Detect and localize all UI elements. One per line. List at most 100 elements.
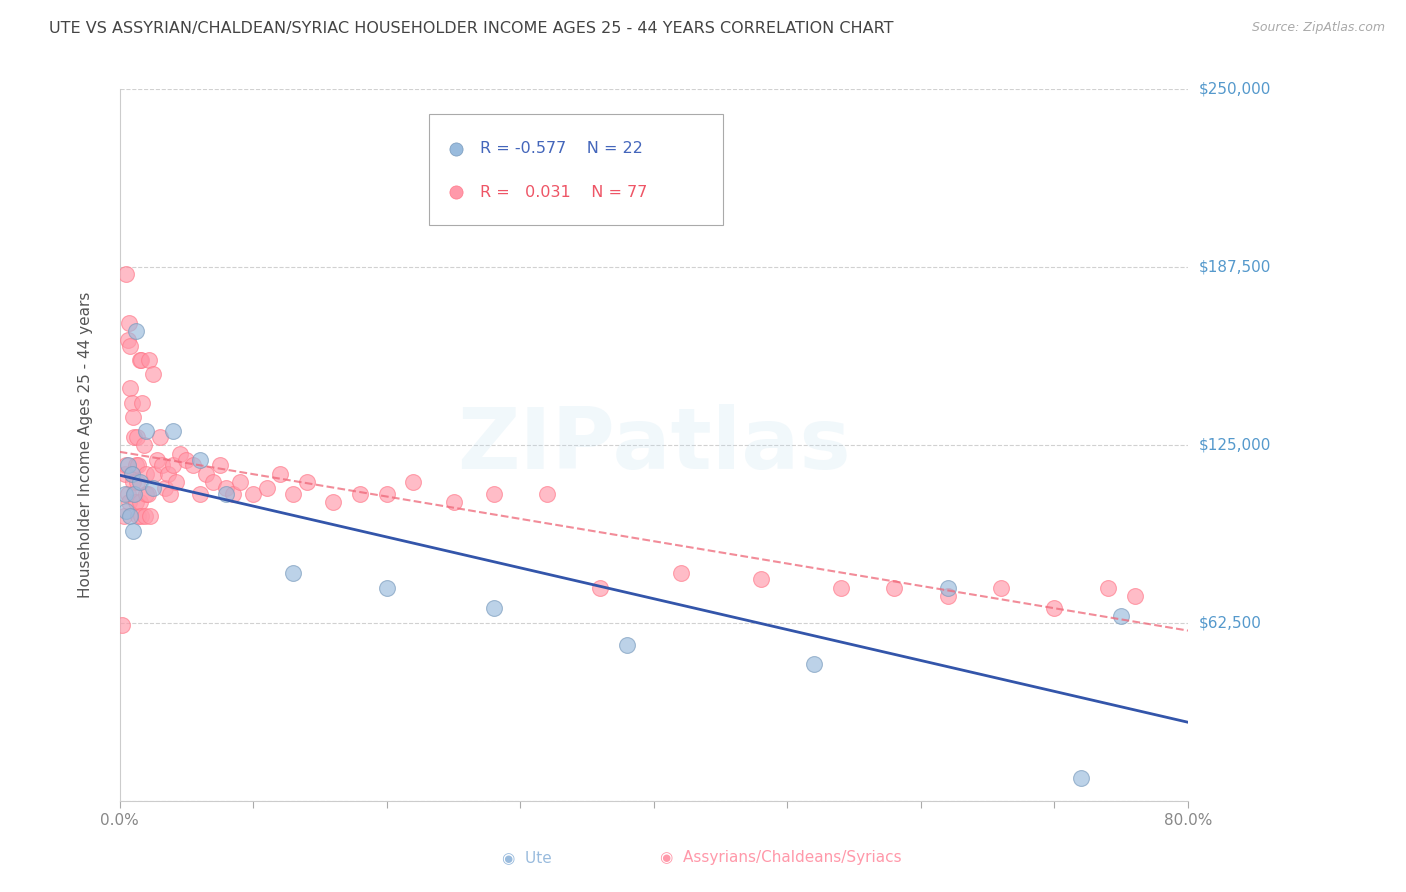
Point — [135, 486, 157, 500]
Point — [162, 458, 184, 473]
Point — [349, 486, 371, 500]
Point — [482, 600, 505, 615]
Point — [616, 638, 638, 652]
Point — [215, 481, 238, 495]
Text: Source: ZipAtlas.com: Source: ZipAtlas.com — [1251, 21, 1385, 34]
Point — [135, 424, 157, 438]
Point — [283, 566, 305, 581]
Point — [120, 338, 142, 352]
Point — [153, 481, 176, 495]
Text: R = -0.577    N = 22: R = -0.577 N = 22 — [479, 141, 643, 156]
Point — [115, 268, 138, 282]
Point — [283, 486, 305, 500]
Point — [169, 447, 191, 461]
Point — [136, 486, 159, 500]
Point — [128, 495, 150, 509]
Point — [128, 475, 150, 490]
Point — [165, 475, 187, 490]
Text: ◉  Assyrians/Chaldeans/Syriacs: ◉ Assyrians/Chaldeans/Syriacs — [659, 850, 901, 865]
Point — [269, 467, 291, 481]
Point — [1109, 609, 1132, 624]
Point — [159, 486, 181, 500]
Point — [114, 486, 136, 500]
Point — [127, 458, 149, 473]
Point — [115, 458, 138, 473]
Point — [114, 467, 136, 481]
Point — [132, 438, 155, 452]
Point — [143, 467, 166, 481]
Point — [402, 475, 425, 490]
Point — [122, 409, 145, 424]
Point — [118, 316, 141, 330]
Point — [375, 581, 398, 595]
Point — [134, 509, 156, 524]
Point — [1070, 772, 1092, 786]
Point — [222, 486, 245, 500]
Point — [125, 475, 148, 490]
Point — [146, 452, 169, 467]
Point — [124, 486, 146, 500]
Point — [129, 509, 152, 524]
Point — [208, 458, 231, 473]
Point — [149, 430, 172, 444]
Point — [202, 475, 225, 490]
Point — [122, 475, 145, 490]
Point — [118, 495, 141, 509]
Point — [142, 481, 165, 495]
Text: $125,000: $125,000 — [1199, 438, 1271, 453]
Point — [589, 581, 612, 595]
Point — [936, 581, 959, 595]
Point — [125, 325, 148, 339]
Text: $187,500: $187,500 — [1199, 260, 1271, 275]
Point — [322, 495, 344, 509]
Point — [120, 509, 142, 524]
Text: ZIPatlas: ZIPatlas — [457, 404, 851, 487]
Point — [536, 486, 558, 500]
Point — [139, 509, 162, 524]
Point — [121, 395, 143, 409]
Point — [176, 452, 198, 467]
Point — [669, 566, 692, 581]
Point — [128, 352, 150, 367]
Point — [121, 467, 143, 481]
FancyBboxPatch shape — [429, 114, 723, 225]
Point — [127, 509, 149, 524]
Point — [295, 475, 318, 490]
Point — [181, 458, 204, 473]
Point — [112, 509, 135, 524]
Point — [117, 458, 139, 473]
Point — [242, 486, 264, 500]
Point — [111, 617, 134, 632]
Point — [150, 458, 173, 473]
Text: ◉  Ute: ◉ Ute — [502, 850, 553, 865]
Point — [124, 486, 146, 500]
Point — [117, 486, 139, 500]
Point — [375, 486, 398, 500]
Point — [115, 504, 138, 518]
Point — [138, 352, 160, 367]
Point — [529, 794, 551, 808]
Point — [188, 452, 211, 467]
Text: R =   0.031    N = 77: R = 0.031 N = 77 — [479, 185, 647, 200]
Point — [142, 367, 165, 381]
Point — [936, 589, 959, 603]
Point — [135, 467, 157, 481]
Point — [256, 481, 278, 495]
Point — [125, 458, 148, 473]
Y-axis label: Householder Income Ages 25 - 44 years: Householder Income Ages 25 - 44 years — [79, 292, 93, 599]
Point — [529, 794, 551, 808]
Point — [1123, 589, 1146, 603]
Point — [188, 486, 211, 500]
Point — [117, 333, 139, 347]
Text: UTE VS ASSYRIAN/CHALDEAN/SYRIAC HOUSEHOLDER INCOME AGES 25 - 44 YEARS CORRELATIO: UTE VS ASSYRIAN/CHALDEAN/SYRIAC HOUSEHOL… — [49, 21, 894, 36]
Text: $250,000: $250,000 — [1199, 82, 1271, 97]
Point — [482, 486, 505, 500]
Point — [803, 657, 825, 672]
Point — [443, 495, 465, 509]
Point — [125, 430, 148, 444]
Point — [990, 581, 1012, 595]
Text: $62,500: $62,500 — [1199, 615, 1263, 631]
Point — [129, 352, 152, 367]
Point — [195, 467, 218, 481]
Point — [162, 424, 184, 438]
